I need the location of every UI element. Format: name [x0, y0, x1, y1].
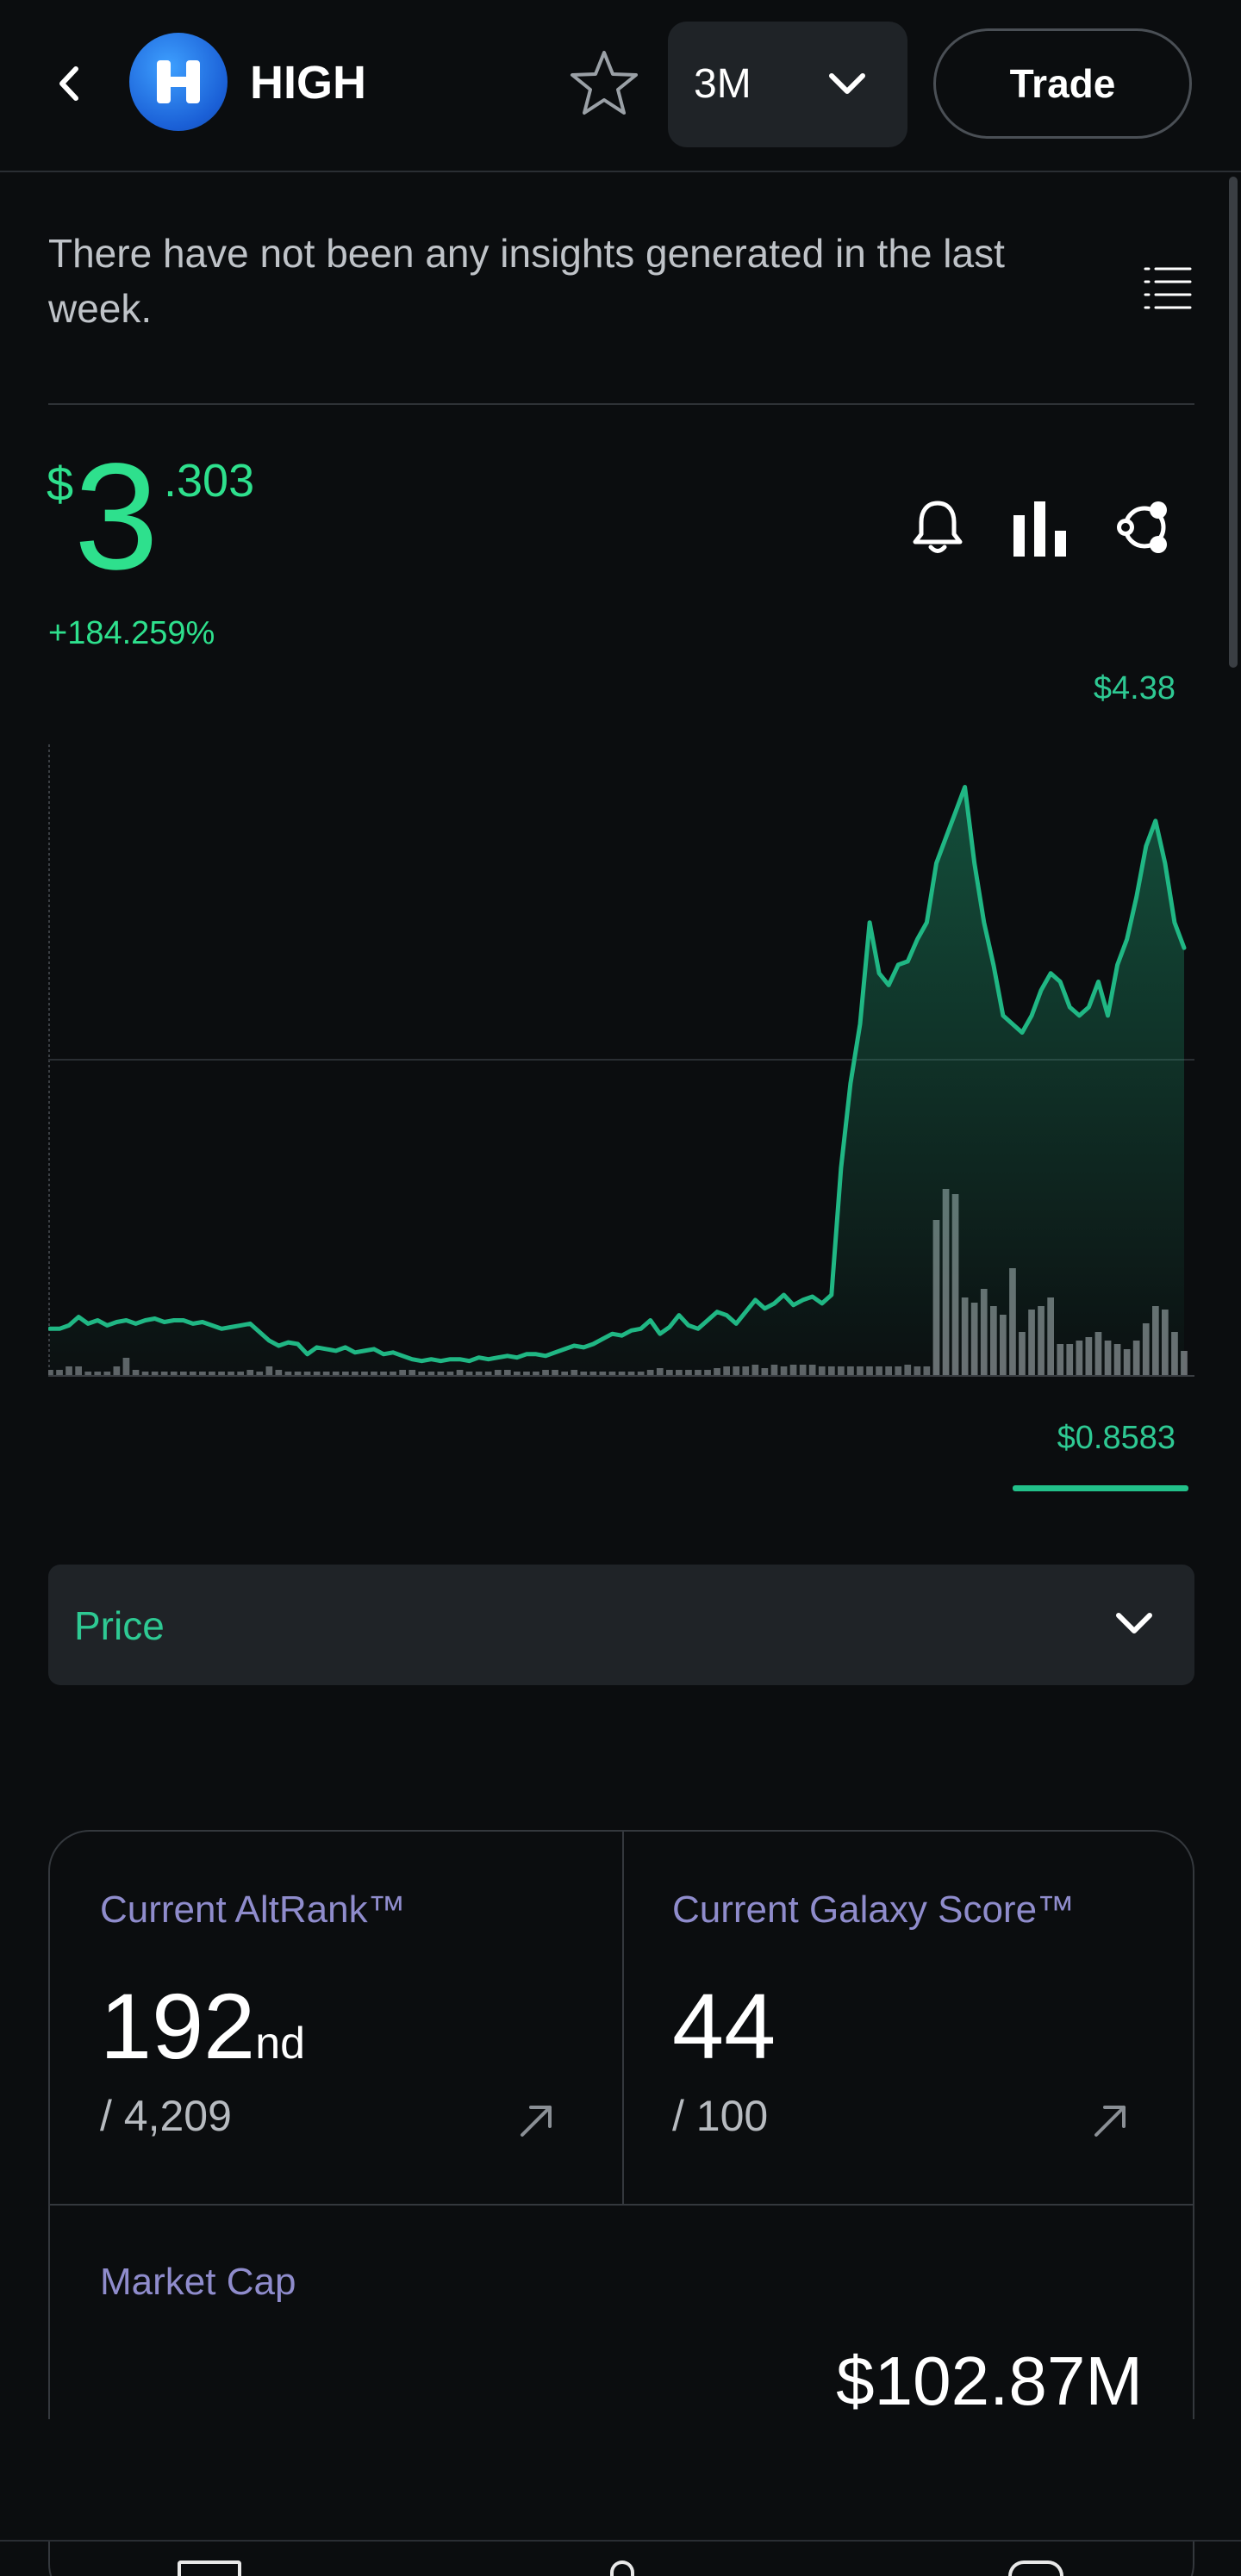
galaxy-score-total: / 100 [672, 2092, 769, 2140]
altrank-number: 192 [100, 1974, 256, 2078]
period-dropdown[interactable]: 3M [668, 22, 907, 147]
arrow-up-right-icon[interactable] [515, 2099, 558, 2142]
metric-dropdown[interactable]: Price [48, 1565, 1194, 1685]
altrank-total: / 4,209 [100, 2092, 232, 2140]
price-change: +184.259% [48, 615, 215, 651]
stats-divider-horizontal [50, 2204, 1193, 2206]
price-line [48, 785, 1187, 1364]
nav-home-icon[interactable] [178, 2560, 241, 2576]
coin-logo [129, 33, 228, 131]
scrollbar[interactable] [1229, 177, 1238, 668]
altrank-suffix: nd [255, 2019, 306, 2069]
stats-card: Current AltRank™ 192nd / 4,209 Current G… [48, 1830, 1194, 2576]
alert-bell-icon[interactable] [907, 496, 968, 558]
price-area [50, 787, 1184, 1375]
chevron-left-icon [59, 66, 78, 101]
top-bar: HIGH 3M Trade [0, 0, 1241, 172]
market-cap-value: $102.87M [836, 2343, 1143, 2419]
galaxy-score-title: Current Galaxy Score™ [672, 1888, 1076, 1931]
coin-ticker: HIGH [250, 57, 366, 109]
insights-message: There have not been any insights generat… [48, 231, 1005, 331]
bottom-nav-border [0, 2540, 1241, 2542]
nav-profile-icon[interactable] [1008, 2560, 1063, 2576]
price-integer: 3 [74, 432, 159, 601]
chart-range-indicator [1013, 1485, 1188, 1491]
price-currency: $ [47, 457, 74, 511]
list-icon[interactable] [1142, 264, 1194, 312]
back-button[interactable] [48, 60, 91, 107]
chevron-down-icon [829, 73, 865, 94]
altrank-title: Current AltRank™ [100, 1888, 406, 1931]
arrow-up-right-icon[interactable] [1089, 2099, 1132, 2142]
chart-max-label: $4.38 [1093, 670, 1176, 706]
trade-button[interactable]: Trade [933, 28, 1192, 139]
bar-chart-icon[interactable] [1010, 496, 1070, 558]
price-decimal: .303 [164, 455, 255, 507]
chart-min-label: $0.8583 [1057, 1420, 1176, 1456]
metric-value: Price [74, 1603, 165, 1648]
section-divider [48, 403, 1194, 405]
bottom-fade [0, 2419, 1241, 2540]
stats-divider-vertical [622, 1832, 624, 2204]
chevron-down-icon [1116, 1613, 1152, 1633]
favorite-button[interactable] [569, 47, 639, 118]
share-icon[interactable] [1113, 496, 1176, 558]
market-cap-title: Market Cap [100, 2261, 296, 2303]
altrank-value: 192nd [100, 1975, 305, 2095]
nav-search-icon[interactable] [610, 2560, 634, 2576]
price-chart[interactable] [48, 741, 1194, 1378]
star-icon [571, 51, 638, 115]
period-value: 3M [694, 61, 751, 107]
galaxy-score-value: 44 [672, 1974, 776, 2078]
